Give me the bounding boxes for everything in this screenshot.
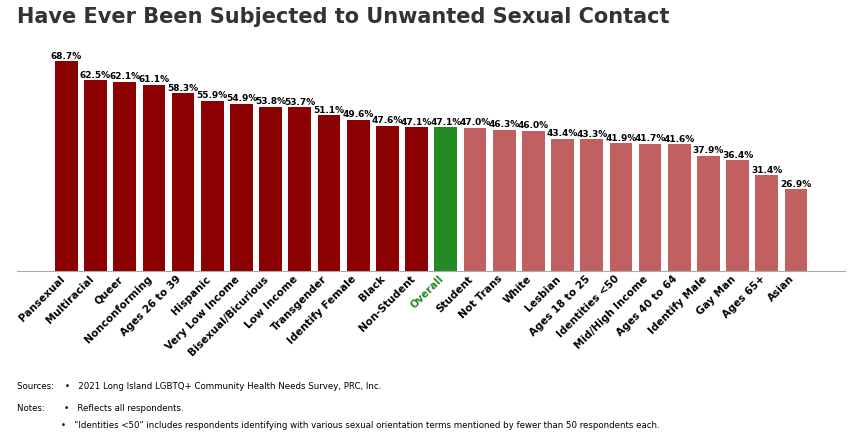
Bar: [230, 104, 253, 272]
Text: 31.4%: 31.4%: [751, 166, 782, 174]
Bar: [492, 131, 515, 272]
Bar: [55, 62, 78, 272]
Bar: [347, 120, 370, 272]
Bar: [406, 128, 428, 272]
Text: 41.9%: 41.9%: [605, 134, 636, 142]
Text: 61.1%: 61.1%: [138, 75, 170, 84]
Bar: [259, 108, 282, 272]
Text: 58.3%: 58.3%: [168, 84, 199, 92]
Text: •   "Identities <50" includes respondents identifying with various sexual orient: • "Identities <50" includes respondents …: [17, 420, 659, 430]
Bar: [697, 156, 720, 272]
Text: Sources:    •   2021 Long Island LGBTQ+ Community Health Needs Survey, PRC, Inc.: Sources: • 2021 Long Island LGBTQ+ Commu…: [17, 381, 382, 390]
Bar: [435, 128, 458, 272]
Bar: [551, 139, 574, 272]
Text: 46.0%: 46.0%: [518, 121, 549, 130]
Text: 55.9%: 55.9%: [197, 91, 228, 100]
Text: 62.1%: 62.1%: [109, 72, 141, 81]
Text: 62.5%: 62.5%: [80, 71, 111, 80]
Text: 43.4%: 43.4%: [547, 129, 579, 138]
Text: 36.4%: 36.4%: [722, 150, 753, 159]
Text: 47.0%: 47.0%: [459, 118, 491, 127]
Text: 53.7%: 53.7%: [285, 98, 315, 106]
Bar: [289, 108, 311, 272]
Text: 41.7%: 41.7%: [635, 134, 665, 143]
Bar: [201, 101, 224, 272]
Text: 51.1%: 51.1%: [314, 106, 344, 114]
Text: 43.3%: 43.3%: [576, 129, 607, 138]
Text: 49.6%: 49.6%: [343, 110, 374, 119]
Bar: [172, 94, 194, 272]
Text: 54.9%: 54.9%: [226, 94, 257, 103]
Bar: [668, 145, 691, 272]
Bar: [84, 81, 106, 272]
Bar: [142, 85, 165, 272]
Text: 47.6%: 47.6%: [371, 116, 403, 125]
Bar: [785, 190, 808, 272]
Text: 47.1%: 47.1%: [401, 118, 432, 127]
Text: 53.8%: 53.8%: [255, 97, 286, 106]
Text: 26.9%: 26.9%: [780, 179, 812, 188]
Text: 41.6%: 41.6%: [664, 134, 695, 143]
Bar: [522, 131, 544, 272]
Bar: [726, 161, 749, 272]
Bar: [463, 128, 486, 272]
Bar: [318, 116, 341, 272]
Bar: [376, 127, 399, 272]
Bar: [609, 144, 632, 272]
Text: Notes:       •   Reflects all respondents.: Notes: • Reflects all respondents.: [17, 403, 184, 412]
Bar: [113, 82, 136, 272]
Text: 37.9%: 37.9%: [693, 146, 724, 155]
Text: 68.7%: 68.7%: [51, 52, 82, 61]
Text: 46.3%: 46.3%: [488, 120, 520, 129]
Bar: [639, 145, 661, 272]
Bar: [756, 176, 778, 272]
Bar: [580, 140, 603, 272]
Text: 47.1%: 47.1%: [430, 118, 462, 127]
Text: Have Ever Been Subjected to Unwanted Sexual Contact: Have Ever Been Subjected to Unwanted Sex…: [17, 7, 670, 27]
